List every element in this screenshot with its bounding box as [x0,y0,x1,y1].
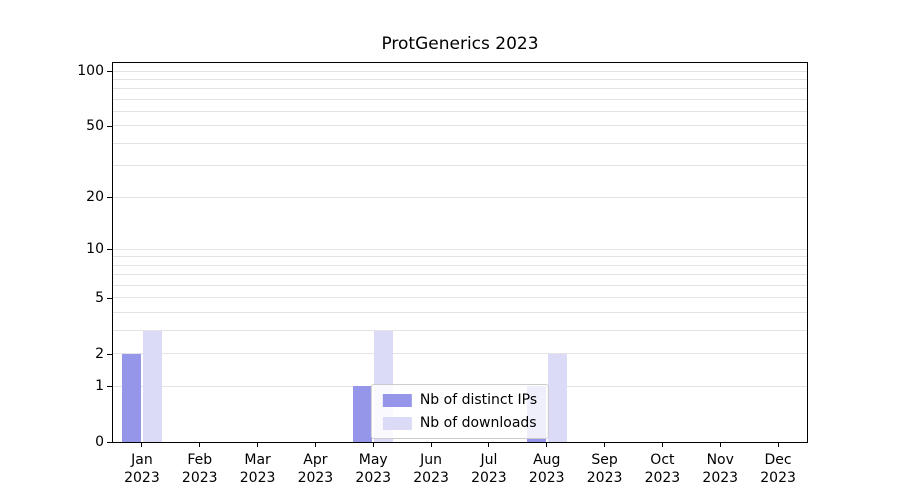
gridline [113,353,807,355]
y-tick-label: 20 [86,189,104,206]
gridline [113,88,807,90]
gridline [113,248,807,250]
y-tick-mark [107,442,113,443]
y-tick-label: 2 [95,345,104,362]
legend-label-downloads: Nb of downloads [419,415,537,431]
x-tick-mark [661,442,663,447]
x-tick-mark [719,442,721,447]
y-tick-mark [107,249,113,251]
gridline [113,111,807,113]
x-tick-label: Mar 2023 [239,452,276,486]
x-tick-label: Aug 2023 [528,452,565,486]
legend-swatch-downloads [382,416,412,430]
gridline [113,274,807,276]
gridline [113,142,807,144]
x-tick-label: May 2023 [355,452,392,486]
y-tick-mark [107,197,113,199]
gridline [113,312,807,314]
gridline [113,330,807,332]
y-tick-label: 100 [77,63,104,79]
gridline [113,196,807,198]
x-tick-label: Oct 2023 [644,452,681,486]
gridline [113,297,807,299]
bar-distinct-ips [353,386,373,442]
x-tick-mark [314,442,316,447]
y-tick-label: 0 [95,434,104,450]
x-tick-label: Feb 2023 [181,452,218,486]
x-tick-mark [257,442,259,447]
x-tick-mark [546,442,548,447]
gridline [113,256,807,258]
gridline [113,165,807,167]
y-tick-label: 10 [86,241,104,258]
x-tick-mark [604,442,606,447]
chart-title: ProtGenerics 2023 [381,34,539,54]
y-tick-label: 5 [95,289,104,306]
x-tick-label: Jun 2023 [413,452,449,486]
y-tick-label: 1 [95,378,104,395]
x-tick-mark [372,442,374,447]
bar-downloads [547,353,567,442]
x-tick-label: Sep 2023 [586,452,623,486]
x-tick-label: Dec 2023 [760,452,796,486]
x-tick-mark [141,442,143,447]
gridline [113,264,807,266]
legend-item-distinct-ips: Nb of distinct IPs [382,392,538,408]
x-tick-label: Jul 2023 [471,452,507,486]
y-tick-mark [107,125,113,127]
x-tick-label: Jan 2023 [124,452,160,486]
y-tick-mark [107,386,113,388]
gridline [113,285,807,287]
y-tick-mark [107,353,113,355]
gridline [113,70,807,72]
y-tick-mark [107,297,113,299]
plot-area: 0 1 2 5 10 20 50 100 Jan 2023 Feb 2023 Mar 2023 Ap… [77,62,808,486]
x-tick-mark [488,442,490,447]
legend: Nb of distinct IPs Nb of downloads [370,384,550,439]
x-tick-mark [199,442,201,447]
x-tick-label: Nov 2023 [702,452,739,486]
legend-label-distinct-ips: Nb of distinct IPs [419,392,538,408]
legend-item-downloads: Nb of downloads [382,415,537,431]
y-tick-mark [107,71,113,72]
gridline [113,125,807,127]
x-tick-mark [430,442,432,447]
x-tick-mark [777,442,779,447]
legend-swatch-distinct-ips [382,393,412,407]
bar-distinct-ips [121,353,141,442]
bar-downloads [142,330,162,442]
gridline [113,78,807,80]
x-tick-label: Apr 2023 [297,452,334,486]
gridline [113,98,807,100]
y-tick-label: 50 [86,117,104,134]
